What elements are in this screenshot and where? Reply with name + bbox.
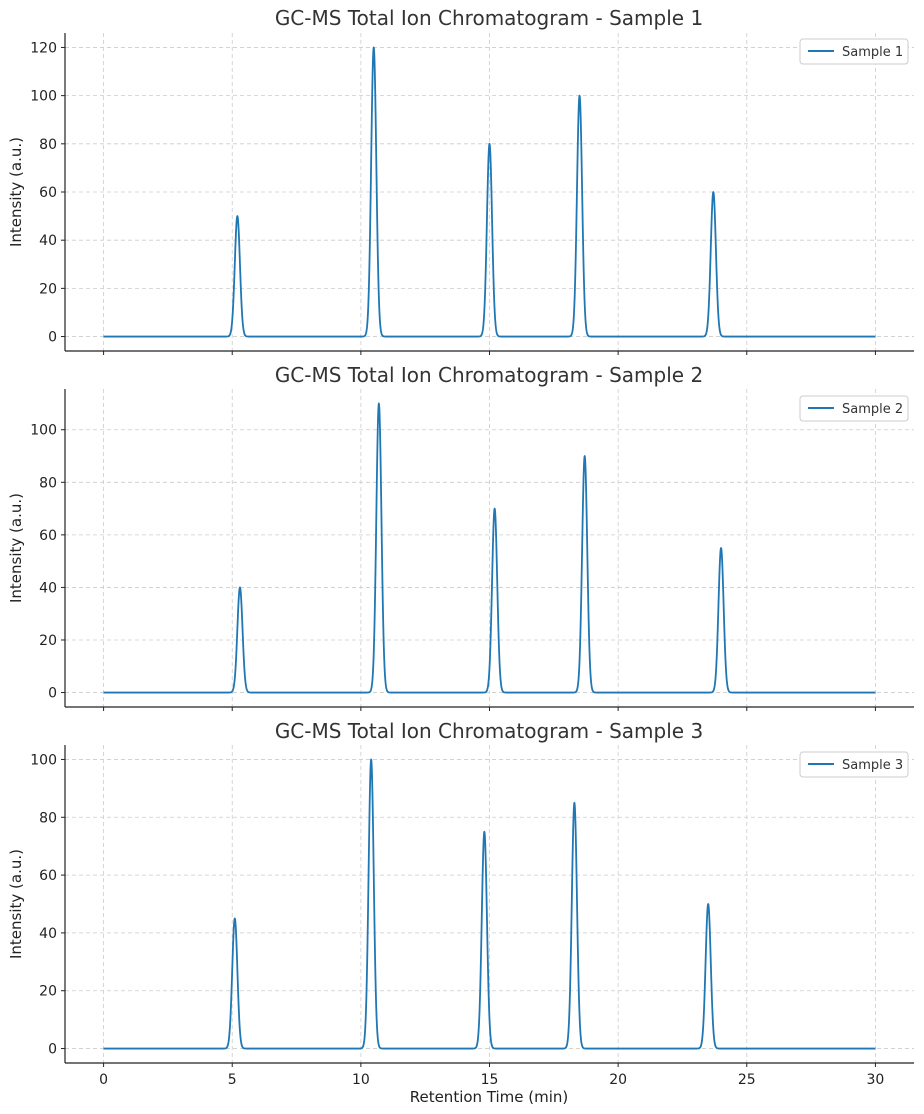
y-tick-label: 20	[39, 633, 57, 649]
panel-sample-3: GC-MS Total Ion Chromatogram - Sample 3 …	[7, 719, 914, 1106]
plot-area: 0 20 40 60 80 100 120	[30, 33, 914, 355]
series-line	[102, 46, 877, 338]
y-tick-label: 100	[30, 89, 57, 105]
legend-label: Sample 2	[842, 402, 903, 417]
y-tick-label: 40	[39, 233, 57, 249]
series-line	[102, 758, 877, 1050]
panel-sample-2: GC-MS Total Ion Chromatogram - Sample 2 …	[7, 363, 914, 711]
y-tick-label: 0	[48, 686, 57, 702]
y-tick-label: 0	[48, 1042, 57, 1058]
legend-box	[799, 395, 909, 422]
y-tick-label: 80	[39, 475, 57, 491]
legend-box	[799, 751, 909, 778]
legend: Sample 2	[799, 395, 909, 422]
x-tick-label: 5	[228, 1072, 237, 1088]
y-tick-label: 120	[30, 40, 57, 56]
y-tick-label: 20	[39, 984, 57, 1000]
x-tick-label: 15	[481, 1072, 499, 1088]
y-axis-label: Intensity (a.u.)	[7, 137, 25, 247]
legend: Sample 3	[799, 751, 909, 778]
y-axis-label: Intensity (a.u.)	[7, 493, 25, 603]
legend-label: Sample 3	[842, 758, 903, 773]
y-axis-label: Intensity (a.u.)	[7, 849, 25, 959]
x-axis-label: Retention Time (min)	[410, 1088, 569, 1106]
y-tick-label: 20	[39, 281, 57, 297]
x-tick-label: 20	[609, 1072, 627, 1088]
chart-title: GC-MS Total Ion Chromatogram - Sample 2	[275, 363, 703, 387]
y-tick-label: 0	[48, 330, 57, 346]
x-tick-label: 10	[352, 1072, 370, 1088]
legend-box	[799, 38, 909, 65]
y-tick-label: 60	[39, 528, 57, 544]
x-tick-label: 25	[738, 1072, 756, 1088]
y-tick-label: 40	[39, 926, 57, 942]
chart-title: GC-MS Total Ion Chromatogram - Sample 3	[275, 719, 703, 743]
y-tick-label: 60	[39, 185, 57, 201]
y-tick-label: 60	[39, 868, 57, 884]
y-tick-label: 40	[39, 580, 57, 596]
chart-title: GC-MS Total Ion Chromatogram - Sample 1	[275, 6, 703, 30]
y-tick-label: 80	[39, 810, 57, 826]
plot-area: 0 20 40 60 80 100 0 5 10 15 20 25 30	[30, 745, 914, 1088]
y-tick-label: 100	[30, 423, 57, 439]
legend-label: Sample 1	[842, 45, 903, 60]
y-tick-label: 100	[30, 752, 57, 768]
x-tick-label: 0	[99, 1072, 108, 1088]
x-tick-label: 30	[866, 1072, 884, 1088]
panel-sample-1: GC-MS Total Ion Chromatogram - Sample 1 …	[7, 6, 914, 355]
legend: Sample 1	[799, 38, 909, 65]
plot-area: 0 20 40 60 80 100	[30, 389, 914, 711]
series-line	[102, 402, 877, 694]
y-tick-label: 80	[39, 137, 57, 153]
